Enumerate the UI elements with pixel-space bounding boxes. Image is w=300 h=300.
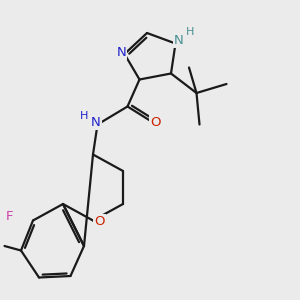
Text: O: O xyxy=(94,214,105,228)
Text: N: N xyxy=(117,46,126,59)
Text: F: F xyxy=(6,209,14,223)
Text: N: N xyxy=(174,34,183,47)
Text: H: H xyxy=(80,110,88,121)
Text: O: O xyxy=(150,116,160,130)
Text: H: H xyxy=(186,27,194,37)
Text: N: N xyxy=(91,116,101,129)
